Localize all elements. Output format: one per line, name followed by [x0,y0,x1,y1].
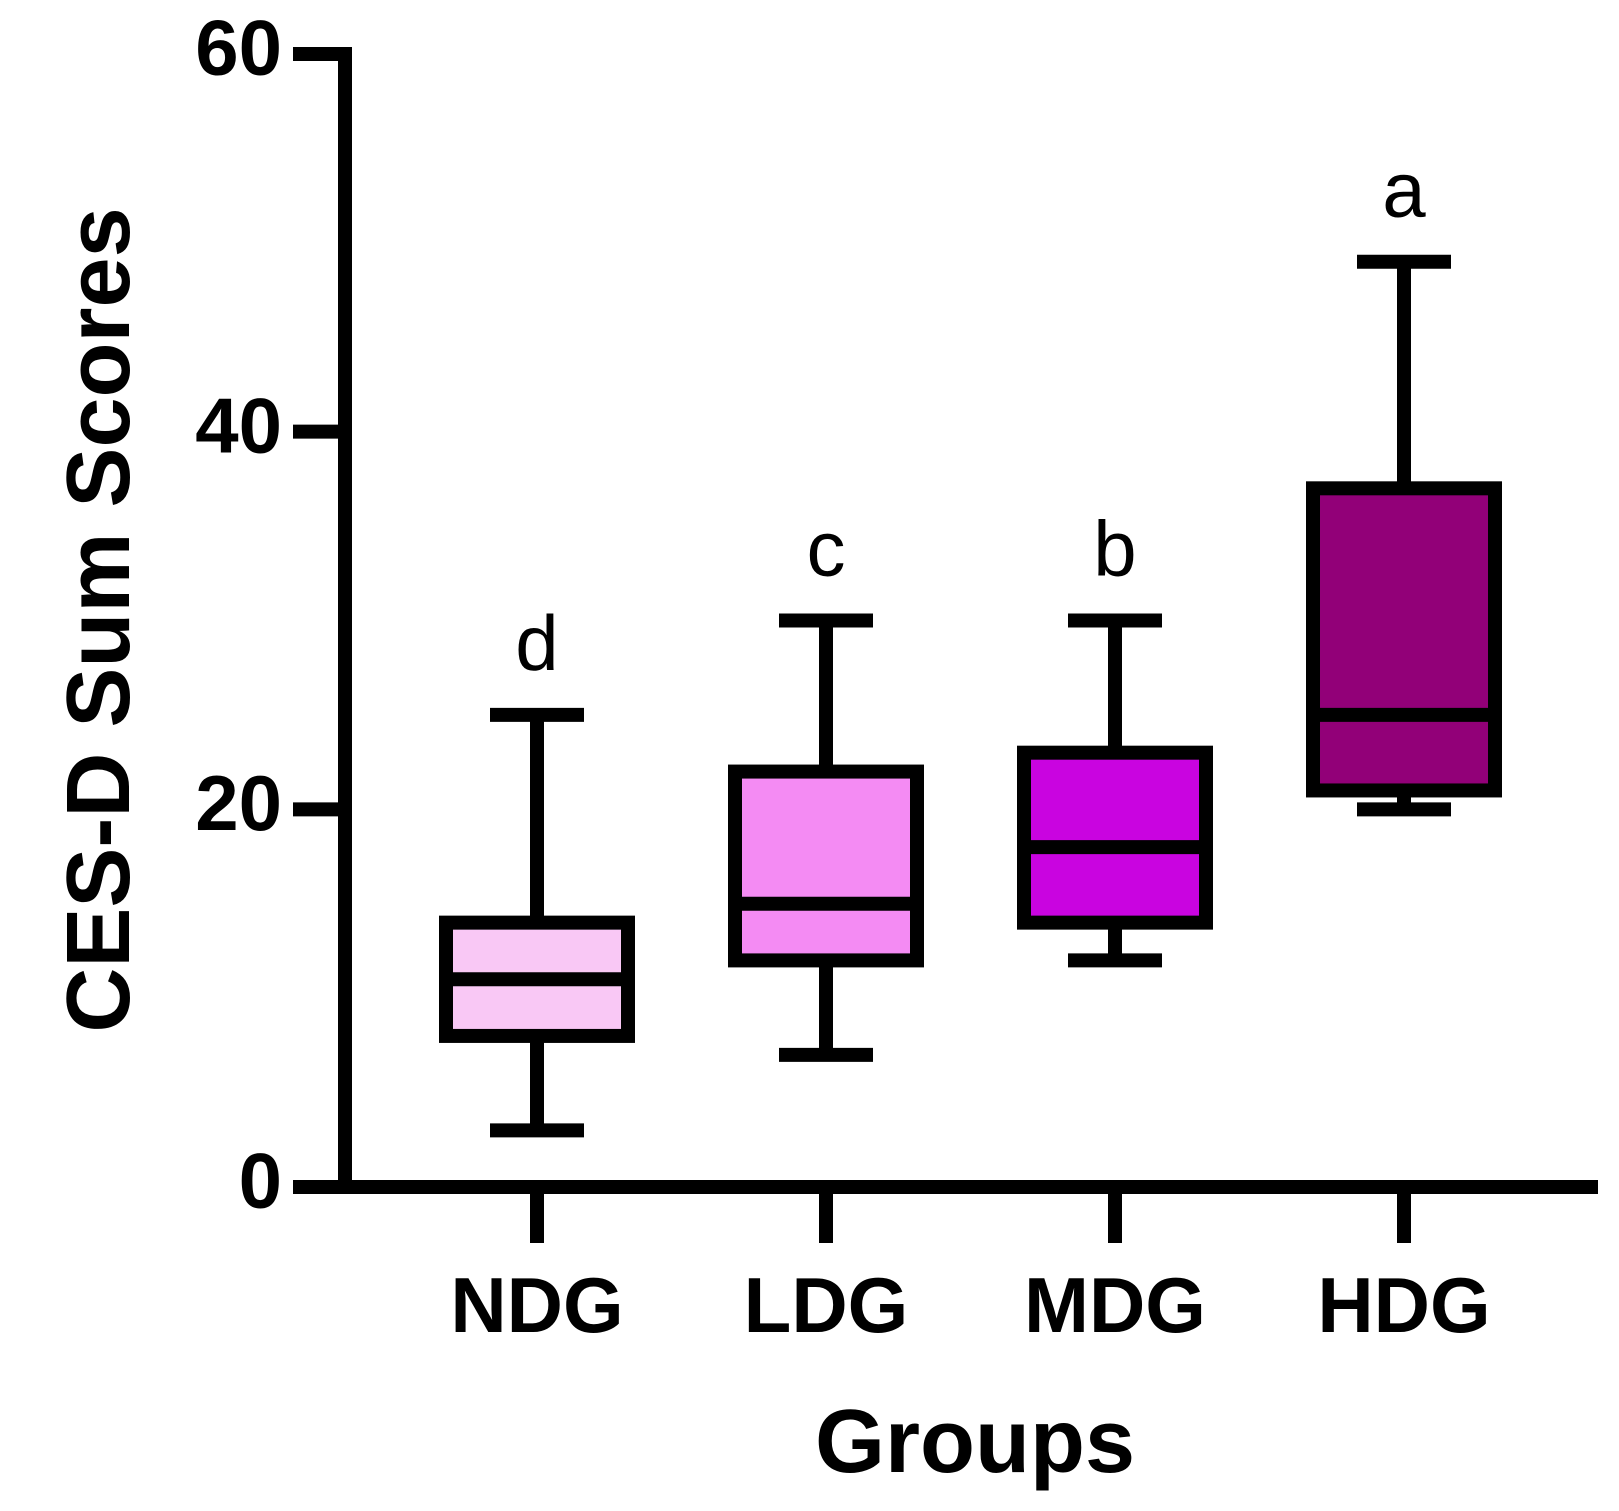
y-tick-label: 60 [195,4,282,92]
axes-layer [293,47,1598,1194]
group-letters-layer: d c b a [515,146,1426,687]
y-ticks-layer: 0 20 40 60 [195,4,345,1225]
x-ticks-layer: NDG LDG MDG HDG [450,1187,1491,1349]
iqr-box [1306,481,1502,798]
x-tick-label: MDG [1024,1261,1206,1349]
box-hdg [1306,254,1502,817]
boxes-layer [439,254,1502,1138]
significance-letter: b [1093,505,1136,593]
iqr-box [1017,745,1213,930]
y-tick-label: 0 [239,1137,282,1225]
y-axis-title: CES-D Sum Scores [49,207,149,1032]
y-tick-label: 40 [195,381,282,469]
x-tick-label: HDG [1317,1261,1490,1349]
y-tick-label: 20 [195,759,282,847]
significance-letter: c [807,505,846,593]
x-tick-label: LDG [744,1261,909,1349]
iqr-box [728,764,924,968]
significance-letter: d [515,599,558,687]
box-ldg [728,613,924,1062]
x-axis-title: Groups [815,1392,1135,1492]
significance-letter: a [1382,146,1426,234]
x-tick-label: NDG [450,1261,623,1349]
box-mdg [1017,613,1213,968]
box-ndg [439,707,635,1138]
